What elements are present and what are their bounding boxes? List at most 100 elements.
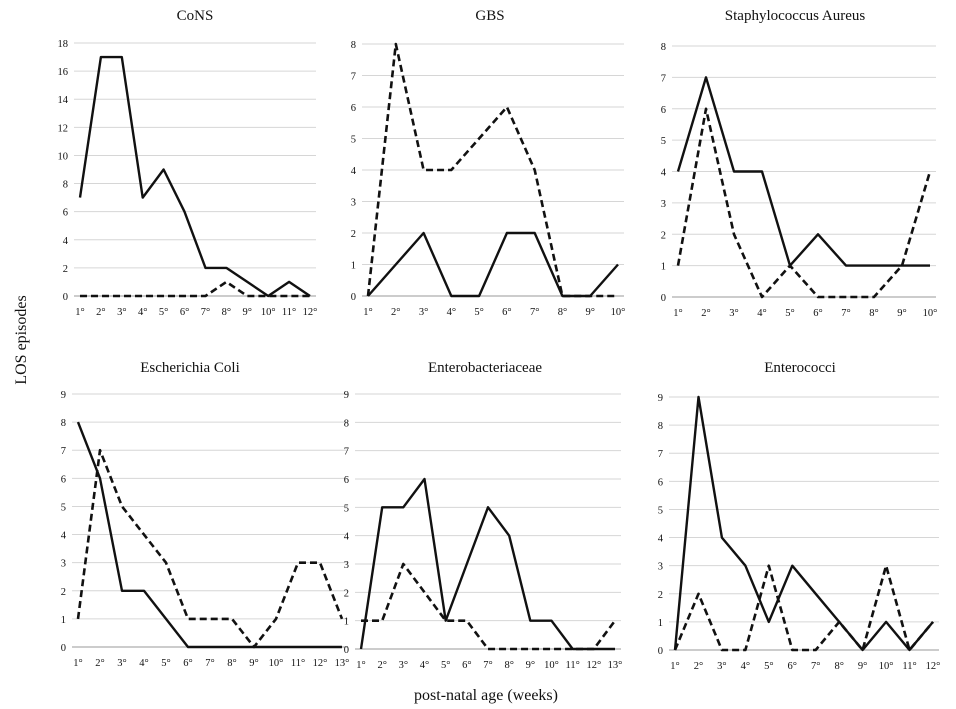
y-tick-label: 6 [351,103,356,114]
x-tick-label: 2° [96,307,105,318]
y-tick-label: 2 [658,590,663,601]
x-axis-label: post-natal age (weeks) [414,687,558,704]
y-tick-label: 14 [58,95,69,106]
y-tick-label: 4 [658,534,664,545]
y-tick-label: 2 [61,587,66,598]
x-tick-label: 7° [205,658,214,669]
y-tick-label: 10 [58,151,69,162]
x-tick-label: 3° [399,660,408,671]
series-line-dashed [366,42,618,298]
x-tick-label: 11° [291,658,305,669]
x-tick-label: 6° [183,658,192,669]
x-tick-label: 3° [117,658,126,669]
x-tick-label: 4° [757,308,766,319]
x-tick-label: 2° [95,658,104,669]
y-tick-label: 8 [63,180,68,191]
y-tick-label: 1 [61,615,66,626]
y-tick-label: 6 [61,474,66,485]
x-tick-label: 11° [566,660,580,671]
x-tick-label: 5° [159,307,168,318]
y-tick-label: 8 [351,40,356,51]
y-tick-label: 9 [658,393,663,404]
x-tick-label: 6° [462,660,471,671]
x-tick-label: 7° [530,307,539,318]
y-tick-label: 0 [344,645,349,656]
y-tick-label: 0 [351,292,356,303]
x-tick-label: 8° [222,307,231,318]
y-tick-label: 6 [63,208,68,219]
x-tick-label: 9° [243,307,252,318]
x-tick-label: 2° [701,308,710,319]
y-tick-label: 6 [658,477,663,488]
y-tick-label: 5 [351,135,356,146]
x-tick-label: 7° [841,308,850,319]
y-tick-label: 7 [344,447,349,458]
y-tick-label: 5 [661,136,666,147]
series-line-dashed [361,562,617,651]
y-tick-label: 12 [58,123,69,134]
x-tick-label: 9° [858,661,867,672]
x-tick-label: 10° [879,661,894,672]
x-tick-label: 11° [282,307,296,318]
y-tick-label: 3 [61,559,66,570]
x-tick-label: 2° [694,661,703,672]
x-tick-label: 11° [902,661,916,672]
x-tick-label: 1° [356,660,365,671]
x-tick-label: 10° [923,308,938,319]
series-line-solid [359,477,615,651]
series-line-solid [676,76,930,267]
x-tick-label: 5° [161,658,170,669]
y-tick-label: 6 [661,105,666,116]
series-line-dashed [676,107,932,299]
x-tick-label: 13° [335,658,350,669]
y-tick-label: 8 [658,421,663,432]
y-tick-label: 1 [658,618,663,629]
x-tick-label: 5° [785,308,794,319]
x-tick-label: 13° [608,660,623,671]
x-tick-label: 8° [558,307,567,318]
chart-panel: Staphylococcus Aureus 0 1 2 3 4 5 6 7 8 1° 2° 3° 4° 5°… [661,8,938,319]
x-tick-label: 12° [303,307,318,318]
y-tick-label: 1 [661,262,666,273]
x-tick-label: 5° [474,307,483,318]
y-tick-label: 7 [658,449,663,460]
y-tick-label: 3 [658,562,663,573]
x-tick-label: 12° [313,658,328,669]
x-tick-label: 9° [249,658,258,669]
x-tick-label: 10° [261,307,276,318]
y-tick-label: 5 [658,505,663,516]
y-tick-label: 0 [661,293,666,304]
series-line-solid [673,395,934,652]
x-tick-label: 6° [788,661,797,672]
y-tick-label: 2 [661,230,666,241]
y-tick-label: 0 [658,646,663,657]
x-tick-label: 4° [139,658,148,669]
y-tick-label: 2 [351,229,356,240]
x-tick-label: 12° [586,660,601,671]
series-line-solid [76,421,342,649]
y-tick-label: 2 [63,264,68,275]
x-tick-label: 2° [391,307,400,318]
x-tick-label: 7° [483,660,492,671]
x-tick-label: 1° [363,307,372,318]
x-tick-label: 4° [420,660,429,671]
x-tick-label: 6° [180,307,189,318]
x-tick-label: 10° [269,658,284,669]
y-tick-label: 3 [344,560,349,571]
chart-title: Enterococci [764,360,836,376]
y-tick-label: 2 [344,588,349,599]
x-tick-label: 9° [897,308,906,319]
y-tick-label: 4 [351,166,357,177]
chart-panel: CoNS 0 2 4 6 8 10 12 14 16 18 1° 2° 3° 4° 5° 6° 7° 8° 9° 10°… [58,8,318,318]
y-tick-label: 9 [61,390,66,401]
x-tick-label: 7° [811,661,820,672]
y-tick-label: 1 [344,617,349,628]
x-tick-label: 4° [741,661,750,672]
x-tick-label: 5° [441,660,450,671]
x-tick-label: 6° [813,308,822,319]
y-tick-label: 1 [351,261,356,272]
chart-title: Escherichia Coli [140,360,240,376]
x-tick-label: 9° [585,307,594,318]
x-tick-label: 3° [419,307,428,318]
